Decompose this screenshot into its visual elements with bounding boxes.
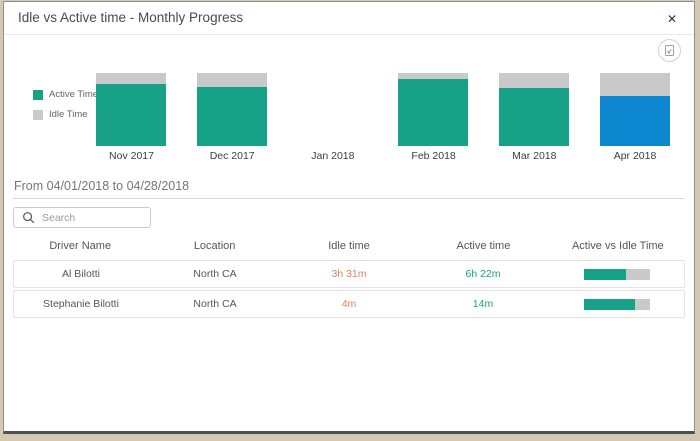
active-time-cell: 6h 22m: [465, 268, 501, 280]
column-header-driver-name: Driver Name: [49, 240, 112, 252]
drivers-table: Driver Name Location Idle time Active ti…: [13, 238, 685, 320]
column-header-active-vs-idle: Active vs Idle Time: [571, 240, 664, 252]
driver-name-cell: Stephanie Bilotti: [43, 298, 119, 310]
location-cell: North CA: [193, 268, 237, 280]
search-box: [13, 207, 151, 228]
monthly-stacked-bar-chart: Nov 2017 Dec 2017 Jan 2018 Feb 2018 Mar 2018…: [4, 73, 694, 165]
active-vs-idle-bar: [584, 298, 650, 310]
active-vs-idle-cell: [550, 298, 684, 310]
stacked-bar-mar-2018[interactable]: [498, 73, 569, 146]
idle-segment: [96, 73, 166, 84]
month-label: Nov 2017: [109, 150, 154, 162]
search-icon: [23, 212, 35, 224]
legend-item-active-time[interactable]: Active Time: [33, 89, 98, 100]
table-row[interactable]: Al Bilotti North CA 3h 31m 6h 22m: [13, 260, 685, 288]
chart-slot-apr-2018: Apr 2018: [585, 73, 686, 165]
export-image-icon: [665, 45, 674, 56]
idle-time-cell: 4m: [341, 298, 357, 310]
active-vs-idle-bar: [584, 268, 650, 280]
export-chart-button[interactable]: [658, 39, 681, 62]
month-label: Dec 2017: [209, 150, 255, 162]
idle-segment: [498, 73, 569, 88]
active-segment: [599, 95, 670, 146]
stacked-bar-dec-2017[interactable]: [196, 73, 267, 146]
month-label: Apr 2018: [613, 150, 657, 162]
legend-label: Active Time: [49, 89, 99, 100]
chart-slot-dec-2017: Dec 2017: [182, 73, 283, 165]
stacked-bar-apr-2018[interactable]: [599, 73, 670, 146]
active-time-cell: 14m: [472, 298, 494, 310]
month-label: Mar 2018: [512, 150, 557, 162]
legend-label: Idle Time: [49, 109, 88, 120]
location-cell: North CA: [193, 298, 237, 310]
idle-time-cell: 3h 31m: [331, 268, 367, 280]
close-icon[interactable]: ✕: [660, 2, 684, 34]
search-input[interactable]: [40, 210, 150, 225]
month-label: Feb 2018: [411, 150, 456, 162]
active-segment: [398, 78, 469, 146]
legend-item-idle-time[interactable]: Idle Time: [33, 109, 98, 120]
dialog-header: Idle vs Active time - Monthly Progress ✕: [4, 2, 694, 35]
idle-vs-active-dialog: Idle vs Active time - Monthly Progress ✕…: [3, 1, 695, 434]
active-vs-idle-cell: [550, 268, 684, 280]
section-divider: [13, 198, 685, 199]
idle-segment: [196, 73, 267, 87]
column-header-active-time: Active time: [456, 240, 511, 252]
active-segment: [96, 83, 166, 146]
active-segment: [196, 86, 267, 146]
idle-time-swatch: [33, 109, 43, 120]
stacked-bar-feb-2018[interactable]: [398, 73, 469, 146]
idle-segment: [599, 73, 670, 96]
chart-slot-feb-2018: Feb 2018: [383, 73, 484, 165]
table-body: Al Bilotti North CA 3h 31m 6h 22m Stephanie …: [13, 260, 685, 318]
column-header-location: Location: [193, 240, 236, 252]
active-segment: [498, 87, 569, 146]
month-label: Jan 2018: [311, 150, 355, 162]
idle-segment: [398, 73, 469, 79]
dialog-title: Idle vs Active time - Monthly Progress: [18, 10, 244, 25]
stacked-bar-nov-2017[interactable]: [96, 73, 166, 146]
date-range-label: From 04/01/2018 to 04/28/2018: [14, 179, 190, 193]
chart-slot-mar-2018: Mar 2018: [484, 73, 585, 165]
chart-slot-nov-2017: Nov 2017: [81, 73, 182, 165]
active-ratio-fill: [584, 298, 636, 310]
table-row[interactable]: Stephanie Bilotti North CA 4m 14m: [13, 290, 685, 318]
active-ratio-fill: [584, 268, 627, 280]
chart-legend: Active Time Idle Time: [33, 89, 98, 129]
driver-name-cell: Al Bilotti: [62, 268, 100, 280]
table-header-row: Driver Name Location Idle time Active ti…: [13, 238, 685, 254]
column-header-idle-time: Idle time: [328, 240, 370, 252]
chart-slot-jan-2018: Jan 2018: [282, 73, 383, 165]
active-time-swatch: [33, 89, 43, 100]
